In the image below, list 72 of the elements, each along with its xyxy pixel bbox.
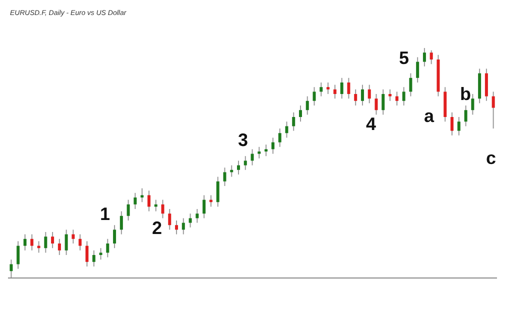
candlestick [120,210,123,235]
candlestick [271,137,274,154]
candlestick [237,160,240,175]
candlestick [250,148,254,166]
candlestick [16,240,20,270]
candlestick [464,105,468,127]
candlestick [10,259,13,278]
candlestick [72,229,75,244]
candlestick [492,91,495,129]
candlestick [134,192,137,210]
candlestick [402,86,406,106]
candlestick [30,234,34,251]
candlestick [126,199,130,221]
candlestick [64,229,68,256]
candlestick [450,112,454,136]
annotation: c [486,148,496,169]
annotation: 1 [100,204,110,225]
candlestick [484,68,488,102]
candlestick [44,232,48,254]
candlestick [326,82,330,94]
candlestick [422,48,426,67]
candlestick [416,56,420,83]
annotation: 5 [399,48,410,69]
candlestick [471,94,474,116]
candlestick [457,116,460,136]
candlestick [298,105,302,122]
annotation: 4 [366,114,376,135]
candlestick [182,218,185,235]
annotation: 2 [152,218,162,239]
candlestick [168,208,172,230]
candlestick [320,82,323,97]
candlestick [430,50,433,65]
candlestick [106,238,110,258]
candlestick [161,199,164,219]
candlestick [306,96,309,116]
candlestick [374,94,378,116]
candlestick [23,234,26,251]
candlestick [113,224,116,249]
candlestick [340,77,344,100]
candlestick [312,86,316,106]
candlestick [196,208,199,224]
candlestick [78,234,82,251]
candlestick [285,121,288,138]
candlestick [388,88,392,102]
candlestick [333,84,336,100]
candlestick [58,238,61,256]
candlestick [409,72,412,97]
candlestick [244,156,247,170]
candlestick [258,146,261,159]
candlestick [347,77,350,100]
candlestick [188,213,192,228]
candlestick [202,194,206,219]
annotation: 3 [238,130,248,151]
candlestick [382,88,385,116]
annotation: b [460,84,471,105]
candlestick [51,232,54,249]
candlestick [175,220,178,235]
candlestick [360,84,364,106]
candlestick [278,128,282,148]
candlestick [147,190,150,212]
annotation: a [424,106,434,127]
candlestick [216,176,220,208]
candlestick [140,188,144,203]
candlestick [395,91,398,106]
candlestick [368,84,371,104]
candlestick [99,248,102,260]
candlestick [92,250,96,267]
candlestick [354,88,358,106]
candlestick [85,240,88,267]
candlestick [292,112,296,132]
candlestick [264,144,268,157]
candlestick [223,167,226,186]
